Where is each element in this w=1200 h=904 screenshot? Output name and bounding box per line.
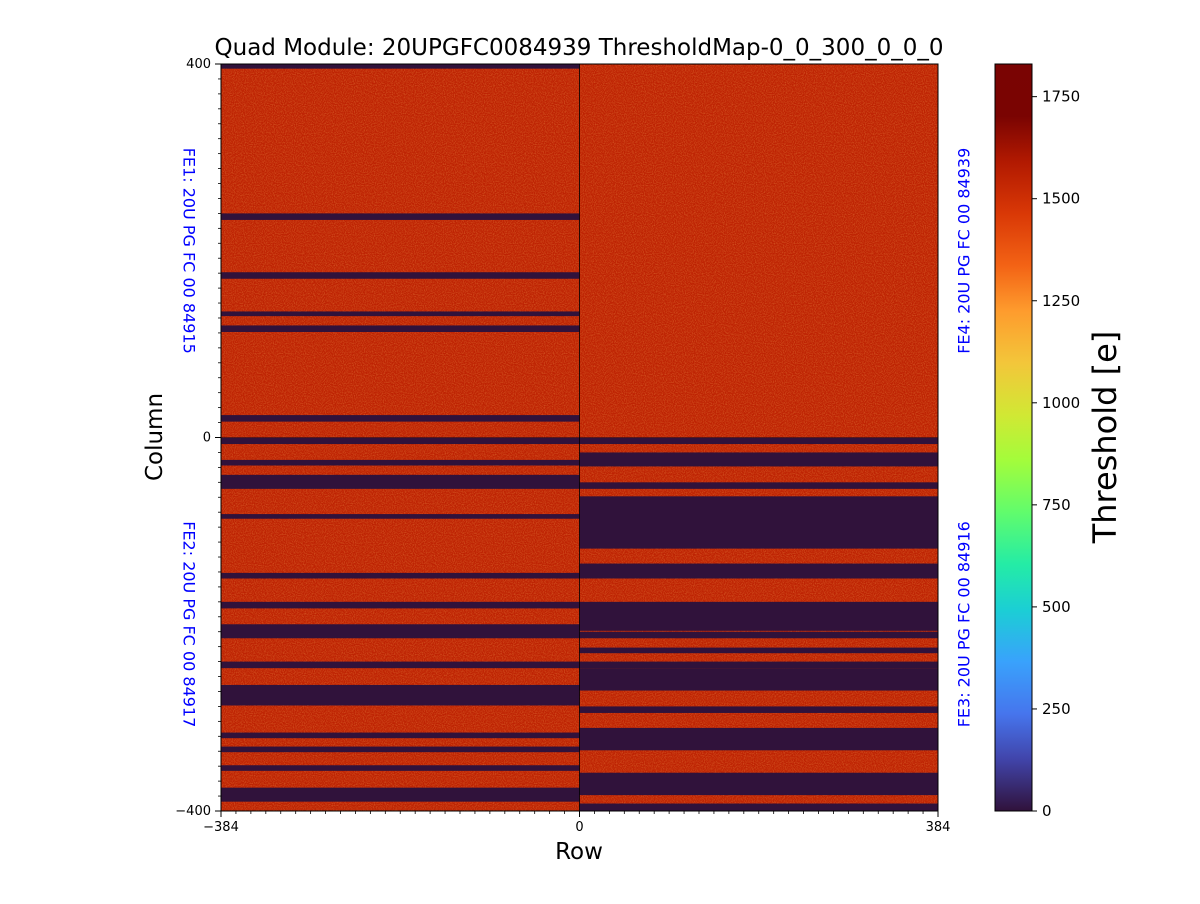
colorbar-tick-label: 1750 — [1042, 88, 1080, 106]
dead-column-band — [221, 601, 580, 609]
dead-column-band — [579, 772, 938, 796]
dead-column-band — [579, 706, 938, 713]
front-end-fe3 — [579, 437, 938, 811]
dead-column-band — [221, 325, 580, 332]
dead-column-band — [221, 474, 580, 489]
colorbar-tick-label: 1000 — [1042, 394, 1080, 412]
x-tick-label: 0 — [575, 820, 583, 835]
dead-column-band — [221, 746, 580, 753]
colorbar-tick-label: 0 — [1042, 802, 1052, 820]
x-tick-label: 384 — [926, 820, 951, 835]
y-tick-label: 0 — [203, 431, 211, 446]
dead-column-band — [221, 765, 580, 771]
pixel-noise-texture — [579, 64, 938, 438]
colorbar-tick-label: 500 — [1042, 598, 1071, 616]
dead-column-band — [579, 668, 938, 691]
pixel-noise-texture — [221, 64, 580, 438]
dead-column-band — [579, 452, 938, 467]
front-end-label-fe3: FE3: 20U PG FC 00 84916 — [955, 521, 974, 727]
dead-column-band — [221, 437, 580, 445]
colorbar-gradient — [994, 63, 1033, 812]
axes: −384 0 384 400 0 −400 — [175, 57, 950, 835]
dead-column-band — [221, 459, 580, 466]
dead-column-band — [579, 437, 938, 445]
chart-title: Quad Module: 20UPGFC0084939 ThresholdMap… — [215, 35, 944, 61]
dead-column-band — [221, 272, 580, 279]
front-end-fe1 — [221, 64, 580, 438]
dead-column-band — [221, 684, 580, 706]
dead-column-band — [221, 514, 580, 519]
colorbar-label: Threshold [e] — [1086, 331, 1124, 545]
dead-column-band — [579, 601, 938, 631]
dead-column-band — [579, 563, 938, 579]
dead-column-band — [221, 732, 580, 739]
y-tick-label: 400 — [186, 57, 211, 72]
front-end-fe4 — [579, 64, 938, 438]
colorbar-tick-label: 250 — [1042, 700, 1071, 718]
dead-column-band — [579, 661, 938, 669]
dead-column-band — [221, 572, 580, 579]
y-axis-label: Column — [142, 393, 168, 481]
colorbar: 0 250 500 750 1000 1250 1500 1750 — [994, 63, 1080, 820]
dead-column-band — [579, 496, 938, 549]
front-end-label-fe1: FE1: 20U PG FC 00 84915 — [180, 148, 199, 354]
front-end-fe2 — [221, 437, 580, 811]
dead-column-band — [221, 311, 580, 317]
heatmap-plot-area: FE1: 20U PG FC 00 84915 FE2: 20U PG FC 00… — [180, 64, 974, 811]
dead-column-band — [579, 631, 938, 639]
dead-column-band — [221, 415, 580, 422]
dead-column-band — [221, 213, 580, 220]
y-tick-label: −400 — [175, 804, 211, 819]
dead-column-band — [579, 803, 938, 811]
x-axis-label: Row — [555, 839, 603, 865]
dead-column-band — [221, 787, 580, 802]
dead-column-band — [579, 482, 938, 489]
colorbar-tick-label: 1250 — [1042, 292, 1080, 310]
x-tick-label: −384 — [203, 820, 239, 835]
dead-column-band — [221, 661, 580, 669]
dead-column-band — [579, 727, 938, 751]
dead-column-band — [221, 64, 580, 69]
colorbar-tick-label: 750 — [1042, 496, 1071, 514]
dead-column-band — [221, 624, 580, 639]
front-end-label-fe2: FE2: 20U PG FC 00 84917 — [180, 521, 199, 727]
colorbar-tick-label: 1500 — [1042, 190, 1080, 208]
dead-column-band — [579, 647, 938, 654]
front-end-label-fe4: FE4: 20U PG FC 00 84939 — [955, 148, 974, 354]
